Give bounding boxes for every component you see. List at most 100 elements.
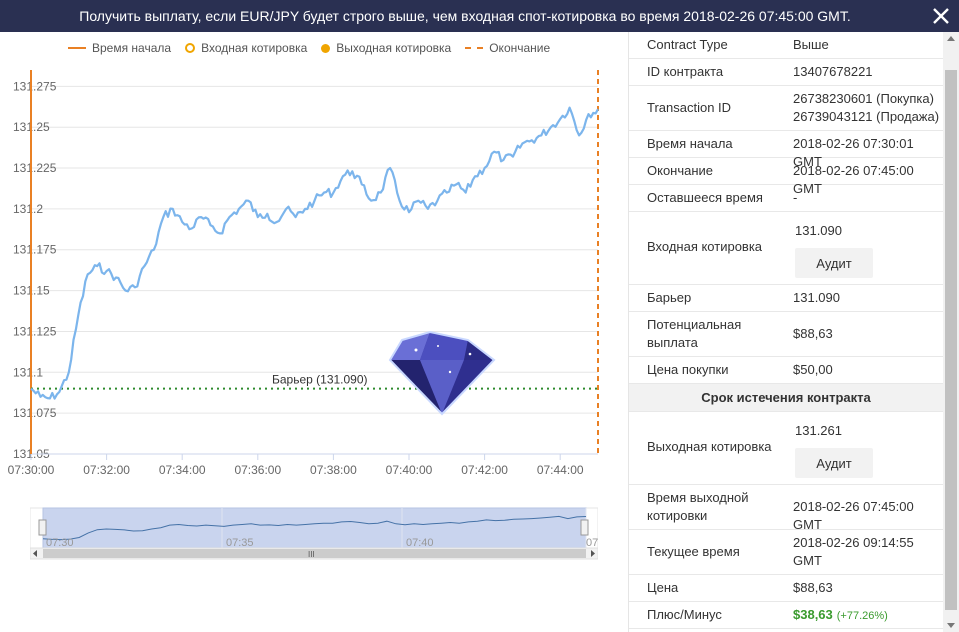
x-tick-label: 07:44:00	[537, 463, 584, 477]
profit-value: $38,63	[793, 607, 833, 622]
entry-audit-button[interactable]: Аудит	[795, 248, 873, 278]
chart-grid	[31, 85, 598, 455]
dot-marker-icon	[321, 43, 331, 53]
row-label: Время начала	[647, 136, 733, 151]
row-current-time: Текущее время 2018-02-26 09:14:55 GMT	[629, 530, 943, 575]
navigator-label: 07:40	[406, 537, 434, 549]
row-value: 2018-02-26 07:30:01 GMT	[793, 136, 914, 169]
profit-percent: (+77.26%)	[836, 610, 888, 622]
y-tick-label: 131.225	[13, 161, 57, 175]
scroll-down-arrow-icon[interactable]	[947, 623, 955, 628]
legend-label: Входная котировка	[201, 41, 308, 55]
ring-marker-icon	[185, 43, 196, 53]
entry-spot-cell: 131.090 Аудит	[795, 222, 945, 278]
navigator-label: 07:35	[226, 537, 254, 549]
y-tick-label: 131.125	[13, 324, 57, 338]
x-tick-label: 07:34:00	[159, 463, 206, 477]
x-tick-label: 07:42:00	[461, 463, 508, 477]
row-contract-type: Contract Type Выше	[629, 32, 943, 59]
price-chart: 131.275131.25131.225131.2131.175131.1513…	[8, 70, 599, 477]
legend-label: Выходная котировка	[336, 41, 452, 55]
legend-end[interactable]: Окончание	[465, 41, 550, 55]
legend-entry-spot[interactable]: Входная котировка	[185, 41, 307, 55]
navigator-handle-right[interactable]	[580, 519, 589, 536]
row-price: Цена $88,63	[629, 575, 943, 602]
navigator-label: 07:...	[586, 537, 598, 549]
dashed-line-icon	[465, 47, 484, 49]
diamond-icon	[388, 330, 496, 416]
close-icon[interactable]	[931, 6, 951, 26]
navigator-handle-left[interactable]	[38, 519, 47, 536]
barrier-label: Барьер (131.090)	[272, 373, 368, 387]
row-purchase-price: Цена покупки $50,00	[629, 357, 943, 384]
row-potential-payout: Потенциальная выплата $88,63	[629, 312, 943, 357]
title-bar: Получить выплату, если EUR/JPY будет стр…	[0, 0, 959, 32]
row-exit-spot-time: Время выходной котировки 2018-02-26 07:4…	[629, 485, 943, 532]
y-tick-label: 131.2	[13, 202, 43, 216]
contract-details-panel: Contract Type Выше ID контракта 13407678…	[628, 32, 959, 632]
dialog-title: Получить выплату, если EUR/JPY будет стр…	[79, 8, 851, 24]
row-label: Входная котировка	[647, 239, 763, 254]
row-label: Contract Type	[647, 37, 728, 52]
y-tick-label: 131.075	[13, 406, 57, 420]
row-value: 2018-02-26 07:45:00 GMT	[793, 163, 914, 196]
navigator-label: 07:30	[46, 537, 74, 549]
row-label: Барьер	[647, 290, 692, 305]
exit-spot-cell: 131.261 Аудит	[795, 422, 945, 478]
y-tick-label: 131.275	[13, 79, 57, 93]
row-start-time: Время начала 2018-02-26 07:30:01 GMT	[629, 131, 943, 169]
navigator[interactable]: 07:30 07:35 07:40 07:... III	[30, 504, 598, 560]
row-value: 26738230601 (Покупка)	[793, 91, 934, 106]
price-line	[30, 106, 599, 400]
row-contract-id: ID контракта 13407678221	[629, 59, 943, 86]
scroll-left-arrow-icon[interactable]	[33, 550, 37, 557]
profit-value-cell: $38,63 (+77.26%)	[793, 606, 943, 625]
y-tick-label: 131.1	[13, 365, 43, 379]
navigator-line	[42, 515, 587, 541]
solid-line-icon	[68, 47, 86, 49]
exit-audit-button[interactable]: Аудит	[795, 448, 873, 478]
legend-label: Время начала	[92, 41, 172, 55]
row-value: 131.090	[795, 223, 842, 238]
row-profit-loss: Плюс/Минус $38,63 (+77.26%)	[629, 602, 943, 629]
row-barrier: Барьер 131.090	[629, 285, 943, 312]
row-value: $88,63	[793, 326, 833, 341]
row-value: 13407678221	[793, 64, 873, 79]
row-label: Текущее время	[647, 544, 740, 559]
row-label: Цена	[647, 580, 679, 595]
y-tick-label: 131.175	[13, 243, 57, 257]
chart-area: Время начала Входная котировка Выходная …	[0, 32, 628, 632]
row-transaction-id: Transaction ID 26738230601 (Покупка) 267…	[629, 86, 943, 131]
row-entry-spot: Входная котировка 131.090 Аудит	[629, 212, 943, 285]
row-value: $88,63	[793, 580, 833, 595]
row-value: 131.261	[795, 423, 842, 438]
row-label: ID контракта	[647, 64, 724, 79]
navigator-selection[interactable]	[42, 507, 587, 549]
row-label: Оставшееся время	[647, 190, 763, 205]
row-end-time: Окончание 2018-02-26 07:45:00 GMT	[629, 158, 943, 196]
legend-exit-spot[interactable]: Выходная котировка	[321, 41, 451, 55]
row-value: 131.090	[793, 290, 840, 305]
legend-start-time[interactable]: Время начала	[68, 41, 171, 55]
row-exit-spot: Выходная котировка 131.261 Аудит	[629, 412, 943, 485]
row-label: Потенциальная выплата	[647, 317, 742, 350]
row-label: Выходная котировка	[647, 439, 772, 454]
legend-label: Окончание	[489, 41, 551, 55]
row-label: Окончание	[647, 163, 714, 178]
row-label: Transaction ID	[647, 100, 732, 115]
expiry-section-header: Срок истечения контракта	[629, 384, 943, 412]
panel-scrollbar-thumb[interactable]	[945, 70, 957, 610]
row-label: Время выходной котировки	[647, 490, 749, 523]
scroll-up-arrow-icon[interactable]	[947, 36, 955, 41]
x-tick-label: 07:32:00	[83, 463, 130, 477]
panel-scrollbar[interactable]	[943, 32, 959, 632]
x-tick-label: 07:36:00	[234, 463, 281, 477]
x-tick-label: 07:30:00	[8, 463, 55, 477]
row-label: Цена покупки	[647, 362, 729, 377]
scroll-grip-icon: III	[308, 550, 315, 559]
scroll-right-arrow-icon[interactable]	[591, 550, 595, 557]
row-remaining-time: Оставшееся время -	[629, 185, 943, 212]
row-value: Выше	[793, 37, 829, 52]
y-axis-ticks: 131.275131.25131.225131.2131.175131.1513…	[13, 79, 57, 461]
navigator-scrollbar-thumb[interactable]	[43, 549, 586, 558]
